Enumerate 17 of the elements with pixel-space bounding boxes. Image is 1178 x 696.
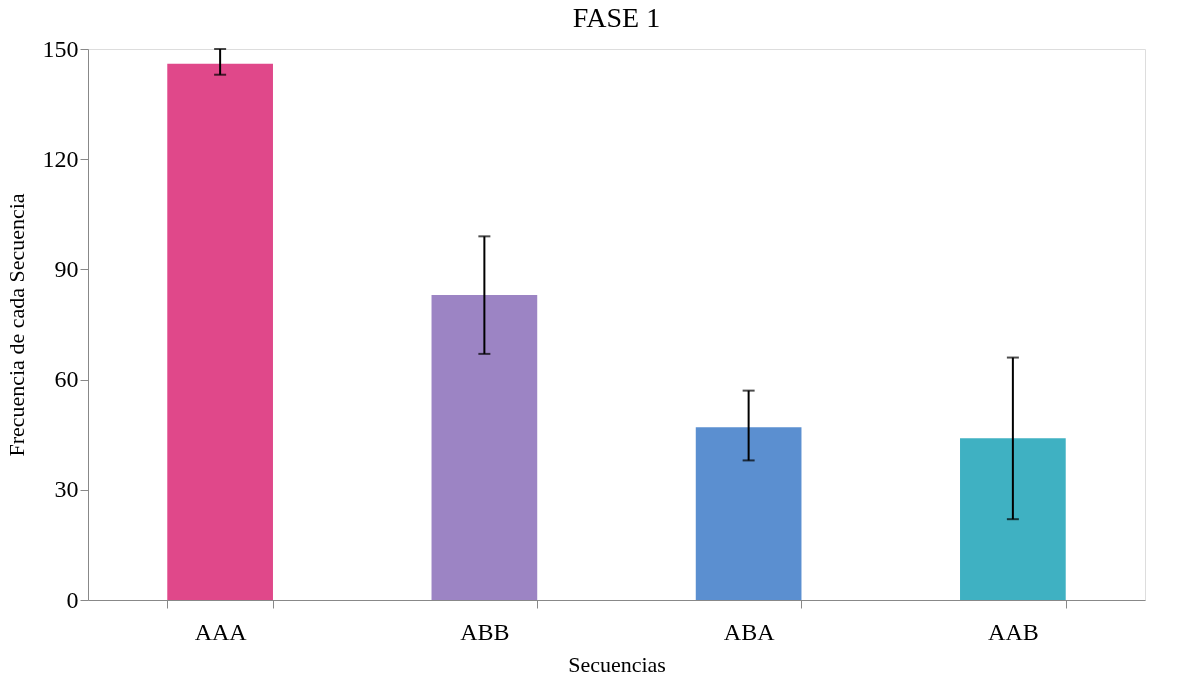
bar [695, 427, 802, 600]
x-tick-label: AAB [988, 618, 1039, 645]
x-tick-label: AAA [194, 618, 248, 645]
y-tick-label: 60 [54, 366, 79, 393]
y-tick-label: 90 [54, 255, 79, 282]
y-tick-label: 30 [54, 476, 79, 503]
y-tick-label: 120 [42, 145, 79, 172]
bar [960, 438, 1066, 600]
y-axis-title: Frecuencia de cada Secuencia [3, 193, 29, 457]
y-tick-label: 150 [42, 35, 79, 62]
chart-title: FASE 1 [572, 2, 661, 33]
y-tick-label: 0 [66, 586, 79, 613]
x-tick-label: ABB [460, 618, 510, 645]
x-tick-label: ABA [723, 618, 776, 645]
bar [431, 295, 538, 600]
bar [167, 63, 273, 600]
x-axis-title: Secuencias [568, 651, 666, 677]
